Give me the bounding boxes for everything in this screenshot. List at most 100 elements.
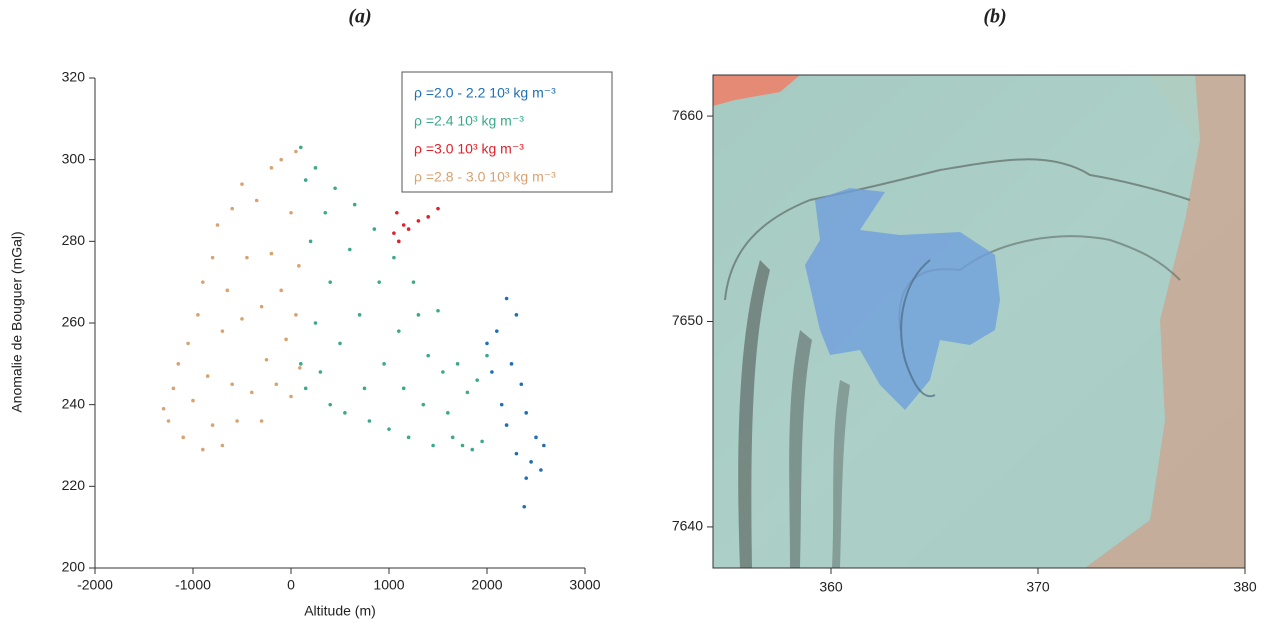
y-tick-label: 260 — [62, 314, 86, 330]
panel-title: (b) — [983, 6, 1006, 28]
point — [161, 406, 166, 411]
point — [284, 337, 288, 342]
point — [240, 317, 244, 321]
point — [372, 227, 377, 231]
point — [534, 435, 538, 440]
point — [210, 423, 215, 427]
point — [529, 460, 533, 464]
point — [401, 386, 406, 391]
x-tick-label: -2000 — [77, 577, 113, 593]
point — [299, 145, 303, 150]
point — [377, 280, 382, 284]
x-tick-label: 370 — [1026, 579, 1050, 595]
point — [348, 247, 352, 252]
x-tick-label: 0 — [287, 577, 295, 593]
y-tick-label: 240 — [62, 395, 86, 411]
point — [495, 329, 499, 333]
point — [264, 357, 269, 362]
point — [303, 178, 308, 182]
point — [308, 239, 313, 244]
y-tick-label: 7650 — [672, 312, 703, 328]
point — [362, 386, 367, 391]
point — [289, 210, 293, 215]
point — [298, 366, 302, 370]
point — [254, 198, 259, 203]
point — [421, 402, 426, 407]
y-tick-label: 300 — [62, 150, 86, 166]
x-tick-label: 380 — [1233, 579, 1257, 595]
point — [210, 255, 215, 260]
point — [522, 504, 527, 509]
point — [416, 313, 421, 317]
point — [450, 435, 455, 440]
y-axis-label: Anomalie de Bouguer (mGal) — [9, 231, 25, 412]
legend-box — [401, 71, 613, 193]
point — [499, 402, 504, 407]
point — [245, 255, 249, 260]
point — [352, 202, 357, 207]
point — [220, 443, 225, 448]
point — [524, 411, 528, 415]
point — [303, 386, 308, 391]
point — [328, 280, 333, 284]
panel-title: (a) — [348, 6, 371, 28]
y-tick-label: 7640 — [672, 518, 703, 534]
point — [186, 341, 190, 346]
point — [465, 390, 470, 395]
x-tick-label: 3000 — [569, 577, 600, 593]
point — [367, 419, 372, 423]
point — [490, 370, 494, 374]
point — [323, 210, 328, 215]
point — [225, 288, 230, 293]
point — [176, 362, 181, 366]
point — [397, 329, 401, 333]
legend-entry: ρ =2.8 - 3.0 10³ kg m⁻³ — [414, 169, 556, 185]
point — [426, 215, 431, 219]
point — [480, 439, 484, 444]
point — [514, 313, 519, 317]
point — [426, 353, 431, 358]
legend-entry: ρ =2.0 - 2.2 10³ kg m⁻³ — [414, 85, 556, 101]
point — [259, 419, 264, 423]
point — [328, 402, 333, 407]
point — [230, 206, 234, 211]
point — [519, 382, 524, 387]
point — [460, 443, 465, 448]
point — [171, 386, 176, 391]
point — [299, 362, 303, 366]
point — [411, 280, 416, 284]
point — [196, 313, 200, 317]
point — [470, 447, 475, 452]
point — [485, 341, 489, 346]
y-tick-label: 320 — [62, 69, 86, 85]
point — [279, 157, 284, 162]
point — [436, 308, 440, 313]
point — [294, 149, 298, 154]
point — [313, 321, 318, 325]
point — [297, 264, 301, 268]
point — [504, 423, 509, 427]
map-image — [713, 75, 1245, 568]
x-tick-label: 2000 — [471, 577, 502, 593]
point — [201, 447, 205, 452]
point — [269, 166, 274, 170]
point — [485, 353, 489, 358]
point — [436, 206, 440, 211]
point — [446, 411, 450, 415]
point — [406, 435, 411, 440]
point — [250, 390, 254, 395]
point — [259, 304, 264, 309]
point — [395, 210, 399, 215]
point — [504, 296, 509, 301]
point — [514, 451, 519, 456]
point — [387, 427, 391, 431]
point — [166, 419, 171, 423]
legend-entry: ρ =2.4 10³ kg m⁻³ — [414, 113, 524, 129]
point — [524, 476, 528, 480]
point — [441, 370, 445, 374]
point — [274, 382, 279, 387]
point — [392, 231, 396, 235]
x-tick-label: 360 — [819, 579, 843, 595]
point — [416, 219, 421, 223]
